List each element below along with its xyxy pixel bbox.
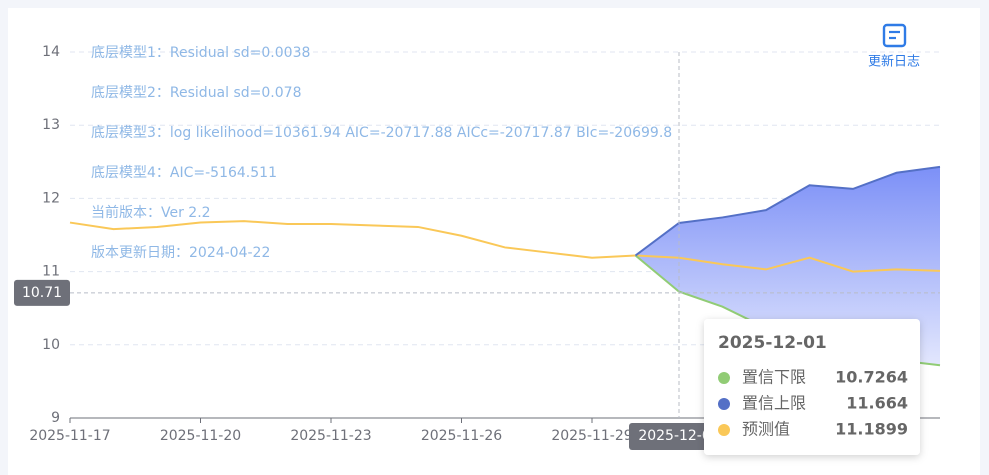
button-icon: [882, 23, 907, 48]
y-tick-label: 14: [42, 44, 60, 60]
tooltip-series-name: 置信下限: [742, 368, 806, 387]
annotation: 版本更新日期：2024-04-22: [91, 245, 270, 261]
tooltip-dot: [718, 398, 730, 410]
annotation: 底层模型2：Residual sd=0.078: [91, 85, 301, 101]
x-tick-label: 2025-11-23: [290, 428, 371, 444]
button-label: 更新日志: [868, 54, 920, 70]
crosshair-y-label-box: [14, 279, 70, 306]
tooltip-title: 2025-12-01: [718, 333, 827, 353]
update-log-button[interactable]: 更新日志: [868, 23, 920, 70]
y-tick-label: 11: [42, 264, 60, 280]
tooltip-dot: [718, 372, 730, 384]
y-tick-label: 10: [42, 337, 60, 353]
tooltip-value: 10.7264: [835, 368, 908, 387]
series-line: [69, 220, 941, 273]
tooltip-series-name: 置信上限: [742, 394, 806, 413]
y-tick-label: 13: [42, 117, 60, 133]
annotation: 底层模型4：AIC=-5164.511: [91, 165, 277, 181]
x-tick-label: 2025-11-26: [421, 428, 502, 444]
tooltip-dot: [718, 424, 730, 436]
annotation: 当前版本：Ver 2.2: [91, 204, 211, 221]
annotation: 底层模型1：Residual sd=0.0038: [91, 45, 310, 61]
y-tick-label: 12: [42, 190, 60, 206]
x-tick-label: 2025-11-29: [551, 428, 632, 444]
crosshair-y-label: 10.71: [22, 285, 62, 301]
tooltip-value: 11.664: [846, 394, 908, 413]
annotation: 底层模型3：log likelihood=10361.94 AIC=-20717…: [91, 125, 672, 141]
x-tick-label: 2025-11-17: [29, 428, 110, 444]
tooltip-box: [704, 319, 920, 455]
y-tick-label: 9: [51, 410, 60, 426]
series-line: [634, 165, 941, 257]
tooltip-value: 11.1899: [835, 420, 908, 439]
crosshair-x-label: 2025-12-01: [638, 428, 719, 444]
tooltip-series-name: 预测值: [742, 420, 790, 439]
confidence-band: [635, 166, 940, 366]
x-tick-label: 2025-11-20: [160, 428, 241, 444]
